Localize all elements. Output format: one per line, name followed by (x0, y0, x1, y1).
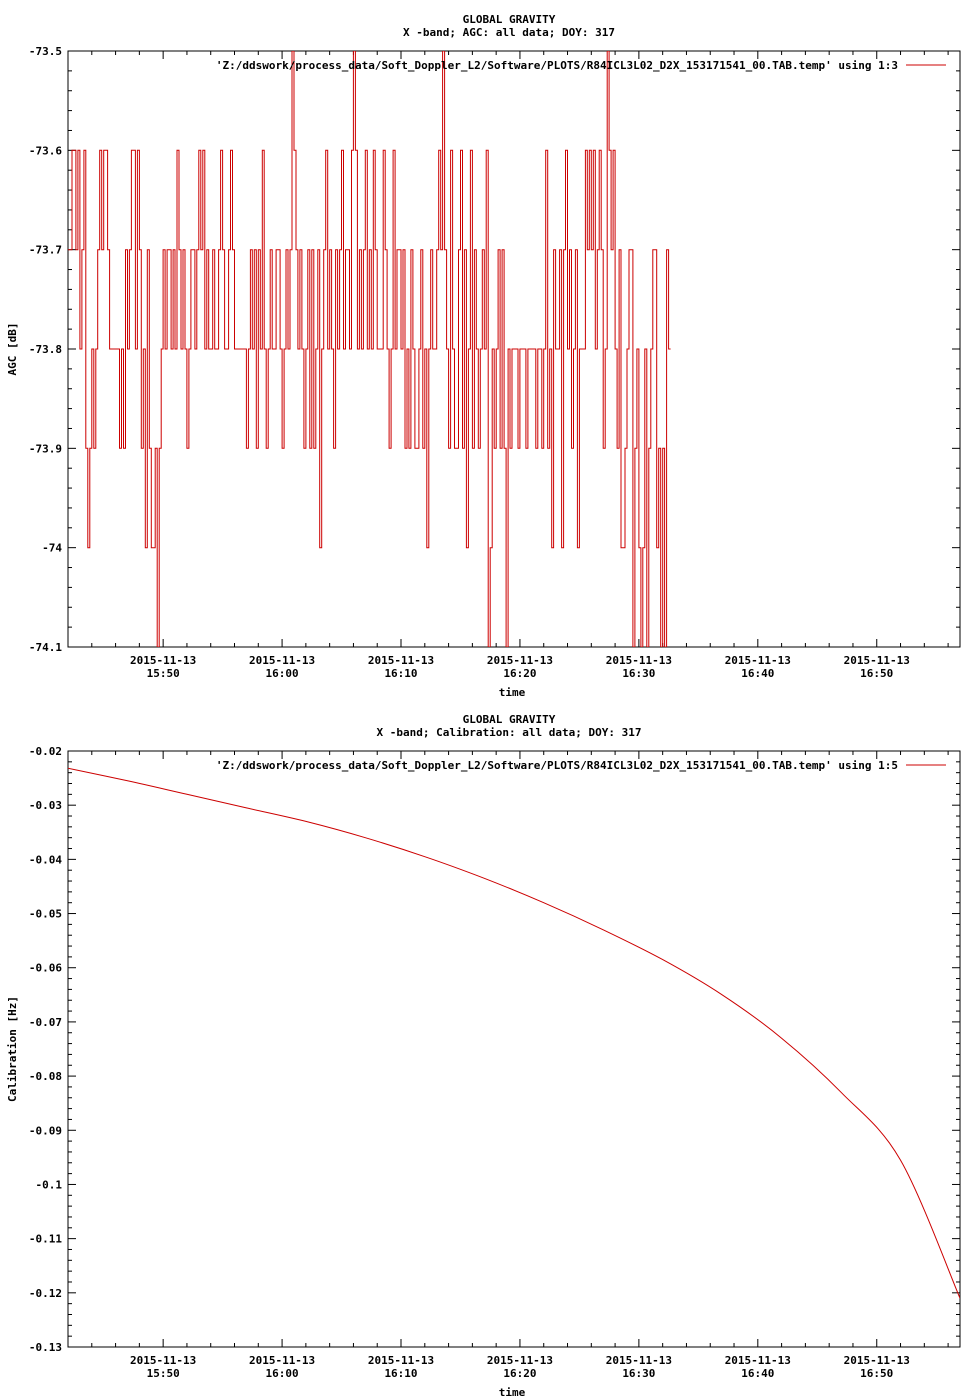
x-tick-time-label: 16:10 (384, 1367, 417, 1380)
y-tick-label: -0.12 (29, 1287, 62, 1300)
legend-label: 'Z:/ddswork/process_data/Soft_Doppler_L2… (216, 759, 898, 772)
x-tick-date-label: 2015-11-13 (606, 1354, 672, 1367)
y-tick-label: -73.9 (29, 442, 62, 455)
y-tick-label: -73.7 (29, 244, 62, 257)
y-tick-label: -0.06 (29, 962, 62, 975)
x-tick-time-label: 15:50 (147, 1367, 180, 1380)
x-tick-date-label: 2015-11-13 (725, 654, 791, 667)
x-tick-date-label: 2015-11-13 (368, 654, 434, 667)
series-line (68, 767, 960, 1299)
y-tick-label: -0.07 (29, 1016, 62, 1029)
y-tick-label: -0.1 (36, 1178, 63, 1191)
y-tick-label: -0.05 (29, 908, 62, 921)
y-tick-label: -0.02 (29, 745, 62, 758)
y-tick-label: -0.08 (29, 1070, 62, 1083)
y-tick-label: -0.04 (29, 853, 62, 866)
y-tick-label: -74.1 (29, 641, 62, 654)
x-tick-time-label: 16:50 (860, 667, 893, 680)
chart-title: GLOBAL GRAVITY (463, 13, 556, 26)
x-tick-time-label: 15:50 (147, 667, 180, 680)
x-axis-label: time (499, 1386, 526, 1399)
y-tick-label: -0.03 (29, 799, 62, 812)
x-tick-date-label: 2015-11-13 (725, 1354, 791, 1367)
y-tick-label: -0.09 (29, 1124, 62, 1137)
x-tick-time-label: 16:20 (503, 1367, 536, 1380)
chart-subtitle: X -band; Calibration: all data; DOY: 317 (377, 726, 642, 739)
x-tick-date-label: 2015-11-13 (130, 1354, 196, 1367)
chart-subtitle: X -band; AGC: all data; DOY: 317 (403, 26, 615, 39)
x-tick-date-label: 2015-11-13 (130, 654, 196, 667)
x-tick-time-label: 16:40 (741, 667, 774, 680)
x-tick-date-label: 2015-11-13 (487, 1354, 553, 1367)
x-tick-time-label: 16:50 (860, 1367, 893, 1380)
y-axis-label: Calibration [Hz] (6, 996, 19, 1102)
x-tick-date-label: 2015-11-13 (844, 1354, 910, 1367)
y-tick-label: -0.11 (29, 1233, 62, 1246)
legend-label: 'Z:/ddswork/process_data/Soft_Doppler_L2… (216, 59, 898, 72)
x-tick-time-label: 16:30 (622, 1367, 655, 1380)
y-tick-label: -0.13 (29, 1341, 62, 1354)
series-line (68, 51, 671, 647)
x-tick-date-label: 2015-11-13 (249, 1354, 315, 1367)
y-tick-label: -73.8 (29, 343, 62, 356)
x-tick-time-label: 16:20 (503, 667, 536, 680)
x-axis-label: time (499, 686, 526, 699)
x-tick-date-label: 2015-11-13 (249, 654, 315, 667)
y-axis-label: AGC [dB] (6, 323, 19, 376)
plot-frame (67, 750, 961, 1348)
x-tick-date-label: 2015-11-13 (606, 654, 672, 667)
x-tick-date-label: 2015-11-13 (368, 1354, 434, 1367)
chart-title: GLOBAL GRAVITY (463, 713, 556, 726)
x-tick-time-label: 16:00 (266, 1367, 299, 1380)
y-tick-label: -73.6 (29, 144, 62, 157)
y-tick-label: -74 (42, 542, 62, 555)
x-tick-time-label: 16:40 (741, 1367, 774, 1380)
x-tick-time-label: 16:10 (384, 667, 417, 680)
x-tick-date-label: 2015-11-13 (487, 654, 553, 667)
x-tick-time-label: 16:00 (266, 667, 299, 680)
x-tick-date-label: 2015-11-13 (844, 654, 910, 667)
x-tick-time-label: 16:30 (622, 667, 655, 680)
y-tick-label: -73.5 (29, 45, 62, 58)
